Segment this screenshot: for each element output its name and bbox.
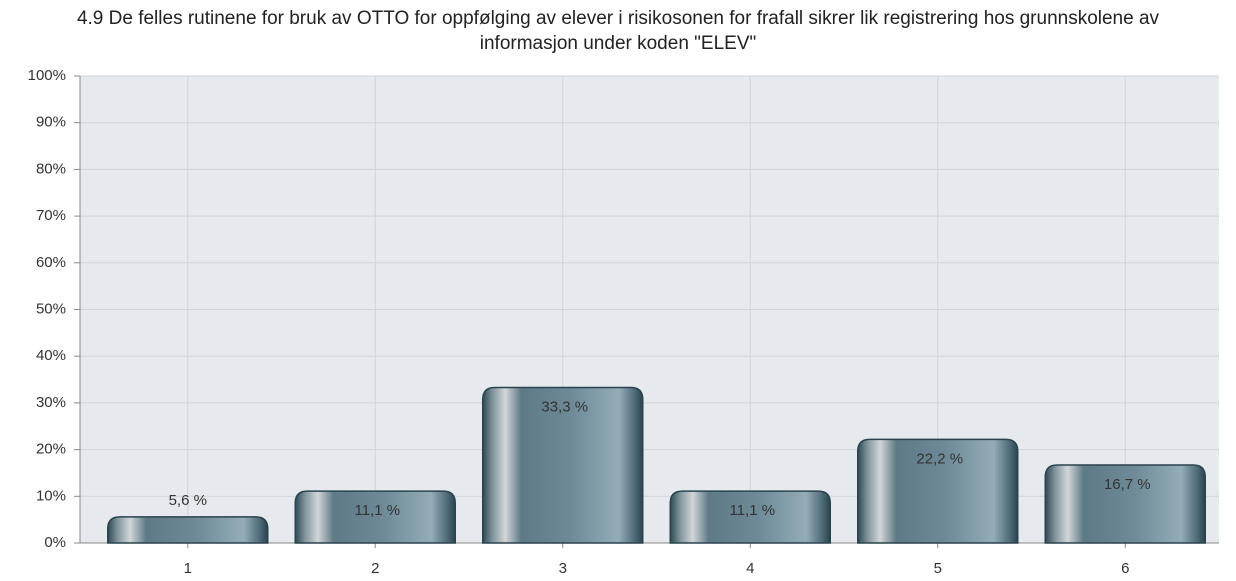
bar (857, 438, 1019, 544)
y-tick-label: 80% (36, 160, 66, 177)
y-tick-label: 100% (28, 67, 66, 84)
y-tick-label: 30% (36, 394, 66, 411)
value-label: 16,7 % (1104, 476, 1151, 493)
value-label: 33,3 % (541, 398, 588, 415)
y-tick-label: 40% (36, 347, 66, 364)
bar (294, 490, 456, 544)
y-tick-label: 20% (36, 441, 66, 458)
x-tick-label: 6 (1121, 560, 1129, 577)
y-tick-label: 0% (44, 534, 66, 551)
y-tick-label: 70% (36, 207, 66, 224)
x-tick-label: 1 (184, 560, 192, 577)
x-tick-label: 5 (934, 560, 942, 577)
bar (1044, 464, 1206, 544)
y-tick-label: 10% (36, 487, 66, 504)
value-label: 5,6 % (169, 492, 207, 509)
y-tick-label: 90% (36, 114, 66, 131)
x-tick-label: 4 (746, 560, 754, 577)
value-label: 22,2 % (916, 450, 963, 467)
bar (107, 516, 269, 544)
value-label: 11,1 % (354, 502, 400, 519)
bar (669, 490, 831, 544)
chart-title: 4.9 De felles rutinene for bruk av OTTO … (76, 8, 1160, 54)
y-tick-label: 50% (36, 300, 66, 317)
value-label: 11,1 % (729, 502, 775, 519)
x-tick-label: 3 (559, 560, 567, 577)
y-tick-label: 60% (36, 254, 66, 271)
bar (482, 386, 644, 544)
x-tick-label: 2 (371, 560, 379, 577)
